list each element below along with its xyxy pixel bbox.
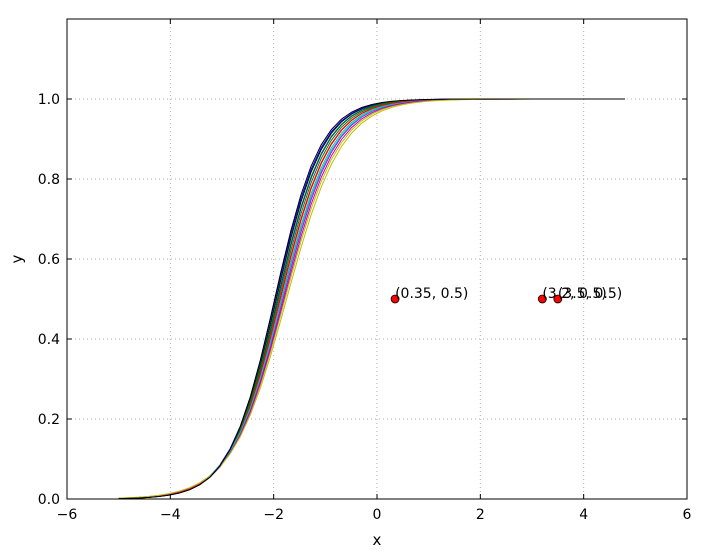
x-tick-label: 6 <box>683 507 692 523</box>
point-label-0: (0.35, 0.5) <box>395 286 468 302</box>
y-tick-label: 1.0 <box>38 92 60 108</box>
y-tick-label: 0.8 <box>38 172 60 188</box>
x-axis-label: x <box>373 531 382 549</box>
x-tick-label: 4 <box>579 507 588 523</box>
y-tick-label: 0.2 <box>38 412 60 428</box>
data-point-0 <box>390 294 400 304</box>
data-point-2 <box>553 294 563 304</box>
y-tick-label: 0.4 <box>38 332 60 348</box>
curves <box>118 98 625 500</box>
points: (0.35, 0.5) (3.2, 0.5)(3.5, 0.5) <box>390 286 622 304</box>
y-tick-label: 0.6 <box>38 252 60 268</box>
data-point-1 <box>537 294 547 304</box>
y-axis-label: y <box>8 254 26 263</box>
y-tick-label: 0.0 <box>38 492 60 508</box>
point-label-2: (3.5, 0.5) <box>558 286 622 302</box>
ticks: −6 −4 −2 0 2 4 6 0.0 0.2 0.4 0.6 0.8 1.0 <box>38 19 692 523</box>
x-tick-label: −4 <box>160 507 181 523</box>
series-line-13 <box>118 98 625 500</box>
x-tick-label: −2 <box>263 507 284 523</box>
x-tick-label: −6 <box>57 507 78 523</box>
x-tick-label: 2 <box>476 507 485 523</box>
x-tick-label: 0 <box>373 507 382 523</box>
